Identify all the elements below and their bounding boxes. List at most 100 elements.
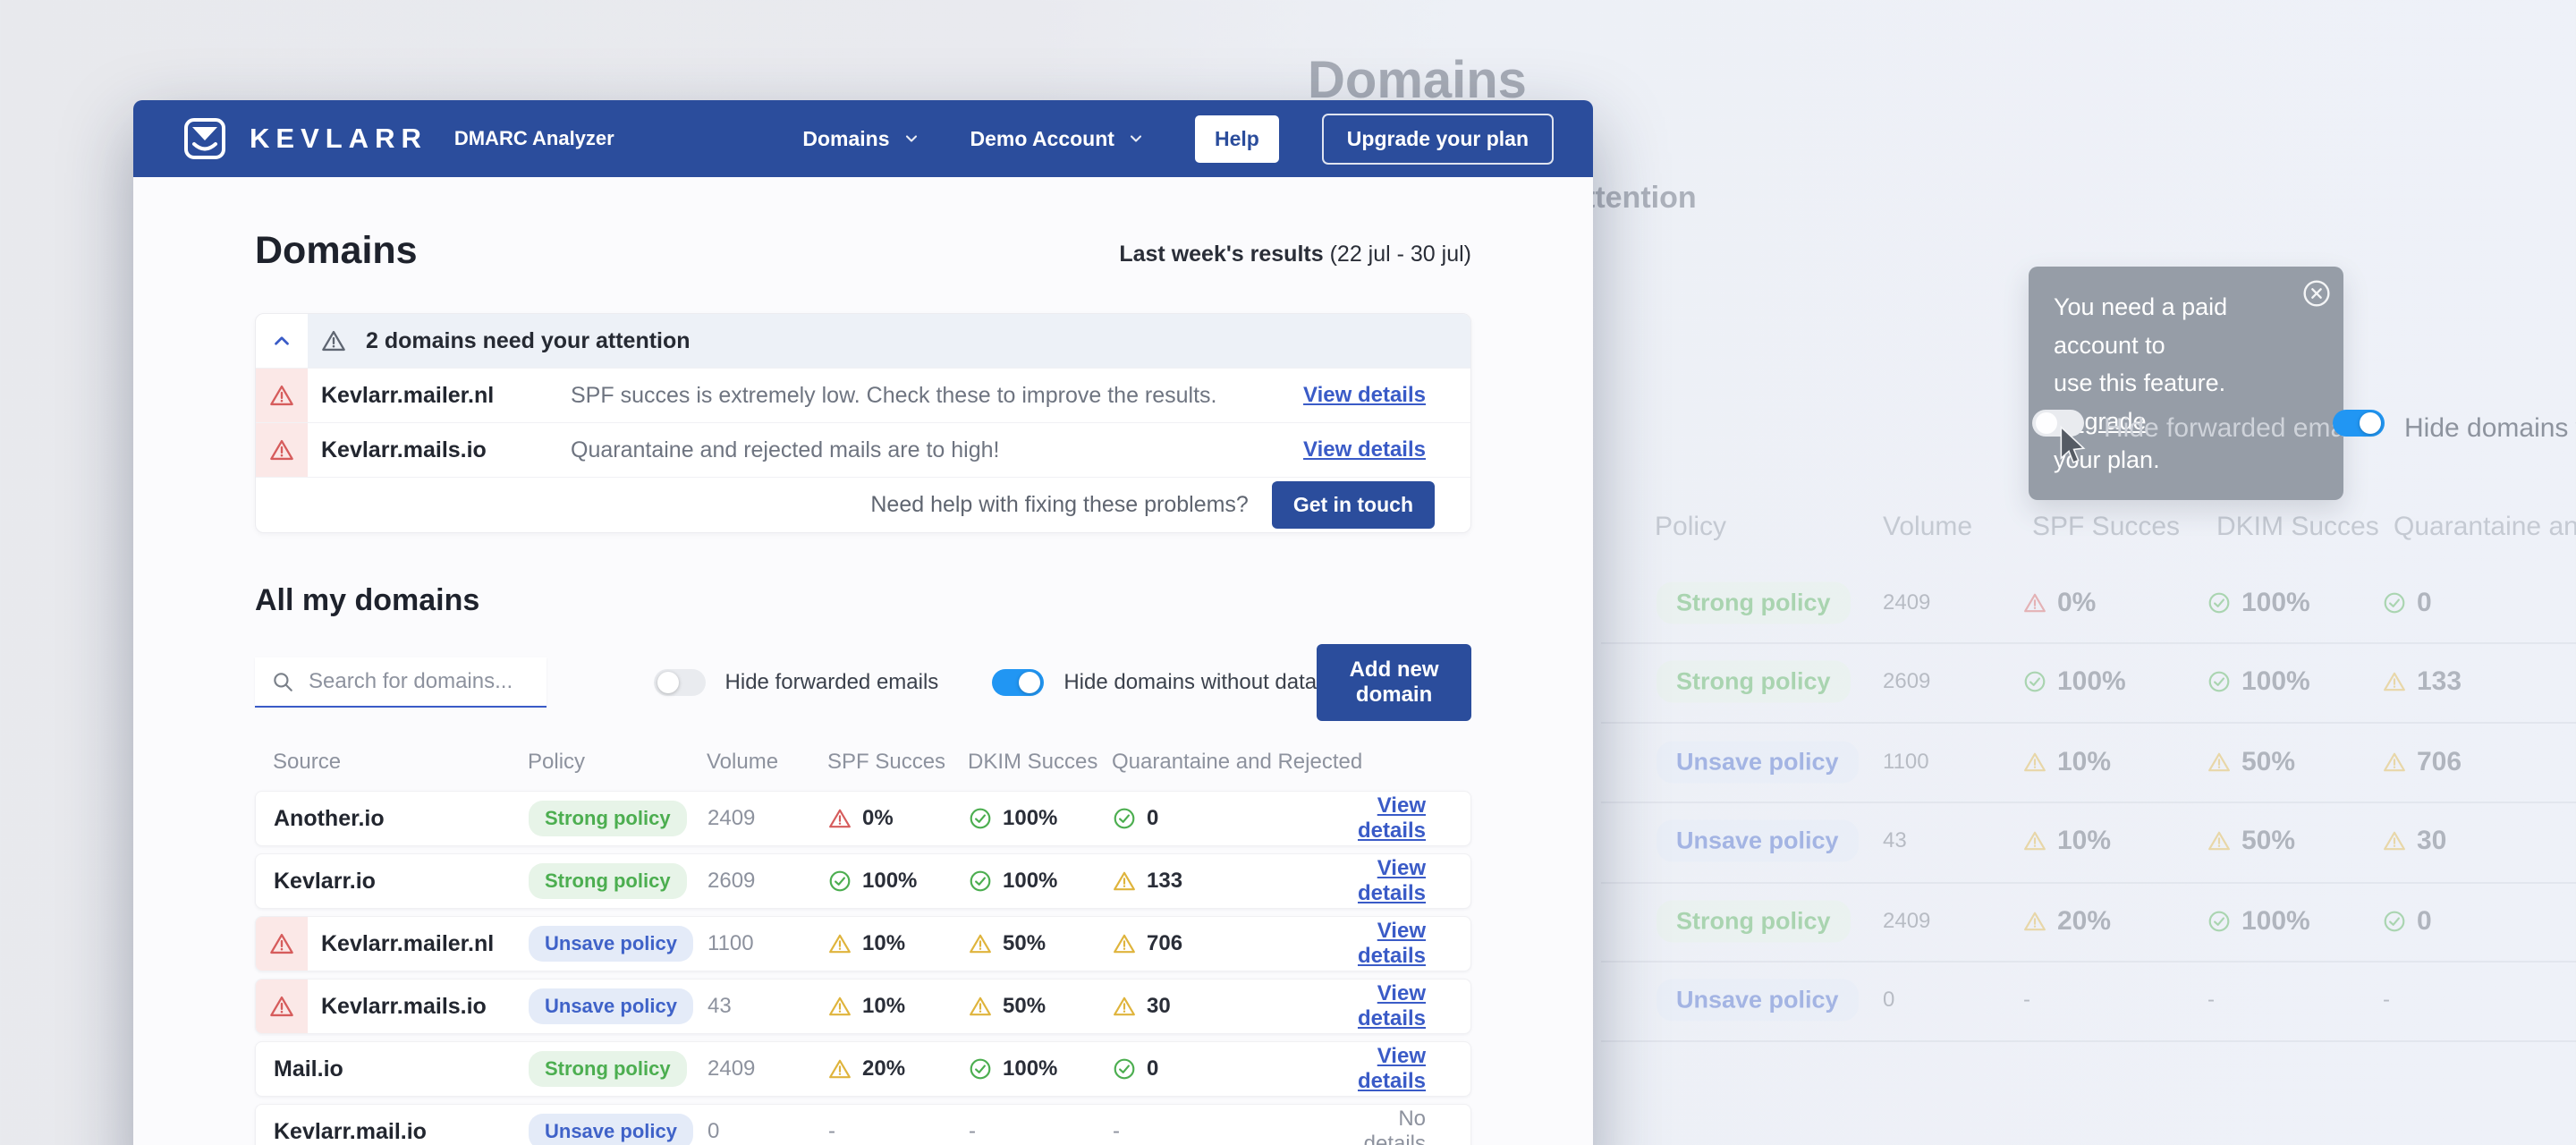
view-details-link[interactable]: View details (1303, 437, 1426, 462)
warning-strip (256, 423, 308, 477)
hide-domains-without-data-toggle[interactable] (2333, 410, 2385, 437)
warning-triangle-icon (970, 934, 991, 954)
get-in-touch-button[interactable]: Get in touch (1271, 481, 1435, 529)
hide-forwarded-emails-label: Hide forwarded emails (2104, 413, 2371, 443)
policy-badge: Strong policy (1657, 581, 1851, 624)
warning-strip (256, 917, 308, 971)
attention-panel: 2 domains need your attention Kevlarr.ma… (255, 313, 1471, 533)
domain-search-box[interactable] (255, 657, 547, 708)
attention-message: SPF succes is extremely low. Check these… (571, 382, 1217, 408)
column-header-dkim: DKIM Succes (968, 750, 1098, 774)
upgrade-plan-button[interactable]: Upgrade your plan (1321, 113, 1554, 165)
domain-name: Another.io (274, 805, 385, 831)
check-circle-icon (2024, 671, 2046, 692)
table-row: Kevlarr.mailer.nl Unsave policy 1100 10%… (255, 916, 1471, 971)
spf-empty-value: - (828, 1119, 835, 1143)
help-prompt-text: Need help with fixing these problems? (870, 492, 1249, 517)
policy-badge: Strong policy (1657, 660, 1851, 703)
warning-triangle-icon (2384, 752, 2405, 772)
view-details-link[interactable]: View details (1357, 1044, 1426, 1093)
results-range: (22 jul - 30 jul) (1329, 242, 1471, 267)
attention-panel-header[interactable]: 2 domains need your attention (256, 314, 1470, 369)
product-name: DMARC Analyzer (453, 127, 614, 149)
table-row: Unsave policy 43 10% 50% 30 (1657, 810, 2576, 871)
view-details-link[interactable]: View details (1303, 383, 1426, 407)
column-header-policy: Policy (528, 750, 586, 774)
warning-triangle-icon (2024, 593, 2046, 613)
hide-forwarded-emails-toggle[interactable] (653, 669, 706, 696)
help-button[interactable]: Help (1194, 114, 1279, 163)
warning-triangle-icon (2384, 831, 2405, 851)
tooltip-text-line1: You need a paid account to (2054, 293, 2228, 359)
policy-badge: Strong policy (529, 863, 687, 899)
warning-triangle-icon (1114, 997, 1135, 1016)
check-circle-icon (970, 870, 991, 892)
volume-value: 43 (708, 994, 732, 1018)
nav-menu-domains[interactable]: Domains (802, 127, 919, 151)
kevlarr-logo-envelope-icon (184, 118, 225, 159)
add-new-domain-button[interactable]: Add new domain (1317, 644, 1471, 721)
warning-triangle-icon (829, 809, 851, 828)
warning-triangle-icon (1114, 934, 1135, 954)
check-circle-icon (2384, 911, 2405, 932)
bg-column-header-dkim: DKIM Succes (2216, 512, 2379, 541)
check-circle-icon (970, 808, 991, 829)
tooltip-text-line3: your plan. (2054, 445, 2160, 473)
warning-triangle-icon (270, 385, 293, 406)
check-circle-icon (2208, 911, 2230, 932)
toggle-knob (2360, 412, 2381, 434)
table-controls: Hide forwarded emails Hide domains witho… (255, 644, 1471, 721)
chevron-up-icon[interactable] (270, 329, 293, 352)
domain-name: Kevlarr.io (274, 868, 376, 894)
view-details-link[interactable]: View details (1357, 919, 1426, 968)
warning-strip (256, 980, 308, 1033)
check-circle-icon (1114, 1058, 1135, 1080)
page-title: Domains (255, 229, 418, 272)
attention-item: Kevlarr.mails.io Quarantaine and rejecte… (256, 423, 1470, 478)
table-row: Kevlarr.mails.io Unsave policy 43 10% 50… (255, 979, 1471, 1034)
warning-triangle-icon (270, 933, 293, 954)
volume-value: 0 (708, 1119, 720, 1143)
attention-message: Quarantaine and rejected mails are to hi… (571, 437, 1000, 462)
close-icon[interactable] (2302, 279, 2331, 308)
policy-badge: Unsave policy (1657, 741, 1859, 784)
view-details-link[interactable]: View details (1357, 856, 1426, 905)
warning-triangle-icon (2208, 831, 2230, 851)
column-header-spf: SPF Succes (827, 750, 946, 774)
brand-name: KEVLARR (250, 123, 428, 154)
column-header-volume: Volume (707, 750, 779, 774)
check-circle-icon (970, 1058, 991, 1080)
volume-value: 2409 (708, 806, 756, 830)
domain-name: Kevlarr.mail.io (274, 1118, 427, 1144)
toggle-knob (657, 672, 679, 693)
bg-column-header-volume: Volume (1883, 512, 1973, 541)
warning-triangle-icon (2024, 831, 2046, 851)
warning-triangle-icon (322, 330, 345, 352)
bg-column-header-spf: SPF Succes (2032, 512, 2181, 541)
table-row: Mail.io Strong policy 2409 20% 100% 0 Vi… (255, 1041, 1471, 1097)
warning-triangle-icon (829, 934, 851, 954)
hide-forwarded-emails-toggle[interactable] (2032, 410, 2084, 437)
view-details-link[interactable]: View details (1357, 793, 1426, 843)
warning-triangle-icon (970, 997, 991, 1016)
hide-domains-without-data-label: Hide domains without data (2404, 413, 2576, 443)
nav-menu-account[interactable]: Demo Account (970, 127, 1145, 151)
table-row: Kevlarr.io Strong policy 2609 100% 100% … (255, 853, 1471, 909)
policy-badge: Unsave policy (529, 988, 693, 1024)
attention-panel-footer: Need help with fixing these problems? Ge… (256, 478, 1470, 532)
policy-badge: Strong policy (529, 801, 687, 836)
search-icon (274, 673, 292, 691)
upgrade-tooltip: You need a paid account to use this feat… (2029, 267, 2343, 501)
check-circle-icon (2384, 592, 2405, 614)
hide-domains-without-data-toggle[interactable] (992, 669, 1045, 696)
chevron-down-icon (905, 135, 917, 142)
search-input[interactable] (307, 668, 530, 695)
warning-triangle-icon (270, 439, 293, 461)
hide-domains-without-data-label: Hide domains without data (1063, 670, 1318, 694)
table-row: Strong policy 2609 100% 100% 133 (1657, 651, 2576, 712)
volume-value: 2609 (708, 869, 756, 893)
view-details-link[interactable]: View details (1357, 981, 1426, 1030)
warning-triangle-icon (1114, 871, 1135, 891)
